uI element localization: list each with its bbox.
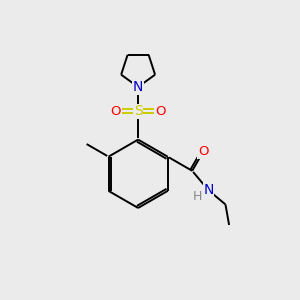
Text: O: O bbox=[111, 105, 121, 118]
Text: N: N bbox=[203, 183, 214, 197]
Text: S: S bbox=[134, 104, 142, 118]
Text: O: O bbox=[198, 145, 208, 158]
Text: N: N bbox=[133, 80, 143, 94]
Text: O: O bbox=[155, 105, 166, 118]
Text: H: H bbox=[192, 190, 202, 202]
